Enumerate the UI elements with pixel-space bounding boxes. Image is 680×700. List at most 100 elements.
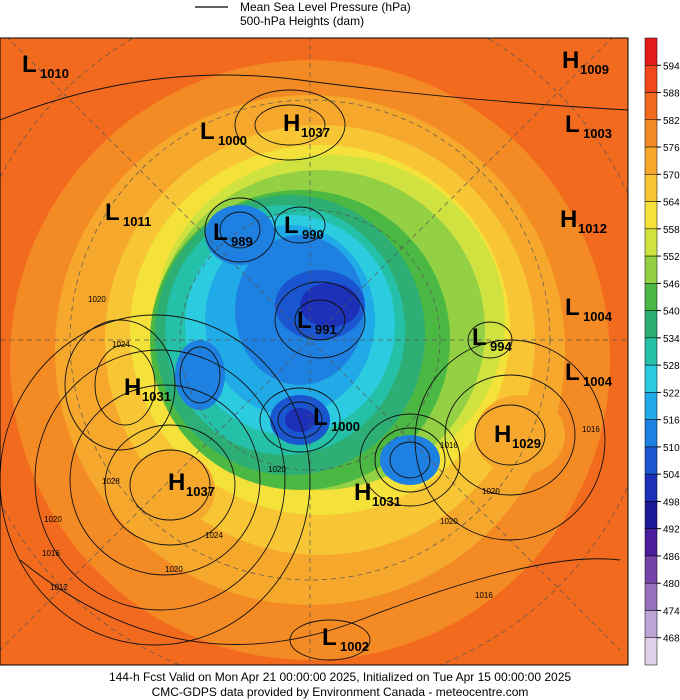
colorbar: 594 588 582 576 570 564 558 552 546 540 534 528 522 5… <box>644 37 680 666</box>
colorbar-swatch <box>644 446 658 475</box>
legend-fill-label: 500-hPa Heights (dam) <box>240 14 364 28</box>
center-value: 1002 <box>340 639 369 654</box>
colorbar-swatch <box>644 310 658 339</box>
colorbar-label: 588 <box>663 89 680 100</box>
center-letter: L <box>565 111 580 138</box>
colorbar-swatch <box>644 582 658 611</box>
contour-label: 1020 <box>482 487 500 496</box>
center-value: 1004 <box>583 309 613 324</box>
colorbar-label: 522 <box>663 388 680 399</box>
center-value: 994 <box>490 339 512 354</box>
colorbar-label: 480 <box>663 579 680 590</box>
center-letter: L <box>213 219 228 246</box>
center-value: 1031 <box>372 494 401 509</box>
contour-label: 1016 <box>582 425 600 434</box>
colorbar-swatch <box>644 528 658 557</box>
contour-label: 1016 <box>475 591 493 600</box>
colorbar-swatch <box>644 501 658 529</box>
center-value: 1003 <box>583 126 612 141</box>
center-letter: H <box>494 421 511 448</box>
colorbar-swatch <box>644 174 658 202</box>
center-letter: H <box>283 110 300 137</box>
contour-label: 1024 <box>205 531 223 540</box>
colorbar-swatch <box>644 146 658 175</box>
contour-label: 1020 <box>165 565 183 574</box>
center-letter: L <box>322 624 337 651</box>
center-value: 1000 <box>218 133 247 148</box>
center-value: 1037 <box>301 125 330 140</box>
colorbar-swatch <box>644 637 658 666</box>
contour-label: 1028 <box>102 477 120 486</box>
colorbar-swatch <box>644 392 658 420</box>
colorbar-swatch <box>644 555 658 584</box>
colorbar-label: 570 <box>663 170 680 181</box>
center-letter: H <box>562 47 579 74</box>
contour-label: 1012 <box>50 583 68 592</box>
center-value: 1031 <box>142 389 171 404</box>
center-letter: L <box>565 359 580 386</box>
center-letter: H <box>560 206 577 233</box>
colorbar-label: 474 <box>663 606 680 617</box>
contour-label: 1020 <box>88 295 106 304</box>
center-value: 1009 <box>580 62 609 77</box>
colorbar-swatch <box>644 201 658 230</box>
center-value: 989 <box>231 234 253 249</box>
colorbar-label: 486 <box>663 552 680 563</box>
contour-label: 1020 <box>268 465 286 474</box>
center-letter: L <box>472 324 487 351</box>
colorbar-label: 534 <box>663 334 680 345</box>
colorbar-swatch <box>644 337 658 366</box>
colorbar-swatch <box>644 119 658 148</box>
colorbar-swatch <box>644 228 658 257</box>
colorbar-swatch <box>644 610 658 638</box>
colorbar-swatch <box>644 364 658 393</box>
colorbar-label: 504 <box>663 470 680 481</box>
colorbar-label: 516 <box>663 416 680 427</box>
center-value: 1000 <box>331 419 360 434</box>
colorbar-label: 540 <box>663 307 680 318</box>
colorbar-label: 528 <box>663 361 680 372</box>
center-value: 1037 <box>186 484 215 499</box>
colorbar-label: 576 <box>663 143 680 154</box>
colorbar-label: 546 <box>663 279 680 290</box>
center-value: 991 <box>315 322 337 337</box>
center-letter: L <box>22 51 37 78</box>
colorbar-label: 468 <box>663 634 680 645</box>
footer-line: CMC-GDPS data provided by Environment Ca… <box>152 685 529 699</box>
contour-label: 1024 <box>112 340 130 349</box>
center-value: 1004 <box>583 374 613 389</box>
center-letter: L <box>313 404 328 431</box>
colorbar-swatch <box>644 419 658 448</box>
colorbar-swatch <box>644 92 658 121</box>
center-value: 1010 <box>40 66 69 81</box>
colorbar-label: 498 <box>663 497 680 508</box>
colorbar-swatch <box>644 37 658 66</box>
center-letter: H <box>168 469 185 496</box>
contour-labels: 1020 1024 1028 1020 1016 1012 1024 1020 1020 1016… <box>42 295 600 600</box>
colorbar-swatch <box>644 255 658 284</box>
legend-line-label: Mean Sea Level Pressure (hPa) <box>240 0 411 14</box>
center-letter: L <box>284 212 299 239</box>
colorbar-label: 492 <box>663 525 680 536</box>
center-letter: L <box>105 199 120 226</box>
colorbar-label: 564 <box>663 198 680 209</box>
colorbar-label: 558 <box>663 225 680 236</box>
contour-label: 1016 <box>42 549 60 558</box>
center-letter: L <box>565 294 580 321</box>
colorbar-swatch <box>644 473 658 502</box>
colorbar-swatch <box>644 283 658 311</box>
colorbar-label: 552 <box>663 252 680 263</box>
center-value: 1012 <box>578 221 607 236</box>
colorbar-label: 510 <box>663 443 680 454</box>
center-letter: L <box>200 118 215 145</box>
colorbar-label: 594 <box>663 61 680 72</box>
center-letter: H <box>124 374 141 401</box>
contour-label: 1016 <box>440 441 458 450</box>
footer-line: 144-h Fcst Valid on Mon Apr 21 00:00:00 … <box>109 670 571 684</box>
colorbar-label: 582 <box>663 116 680 127</box>
center-letter: H <box>354 479 371 506</box>
